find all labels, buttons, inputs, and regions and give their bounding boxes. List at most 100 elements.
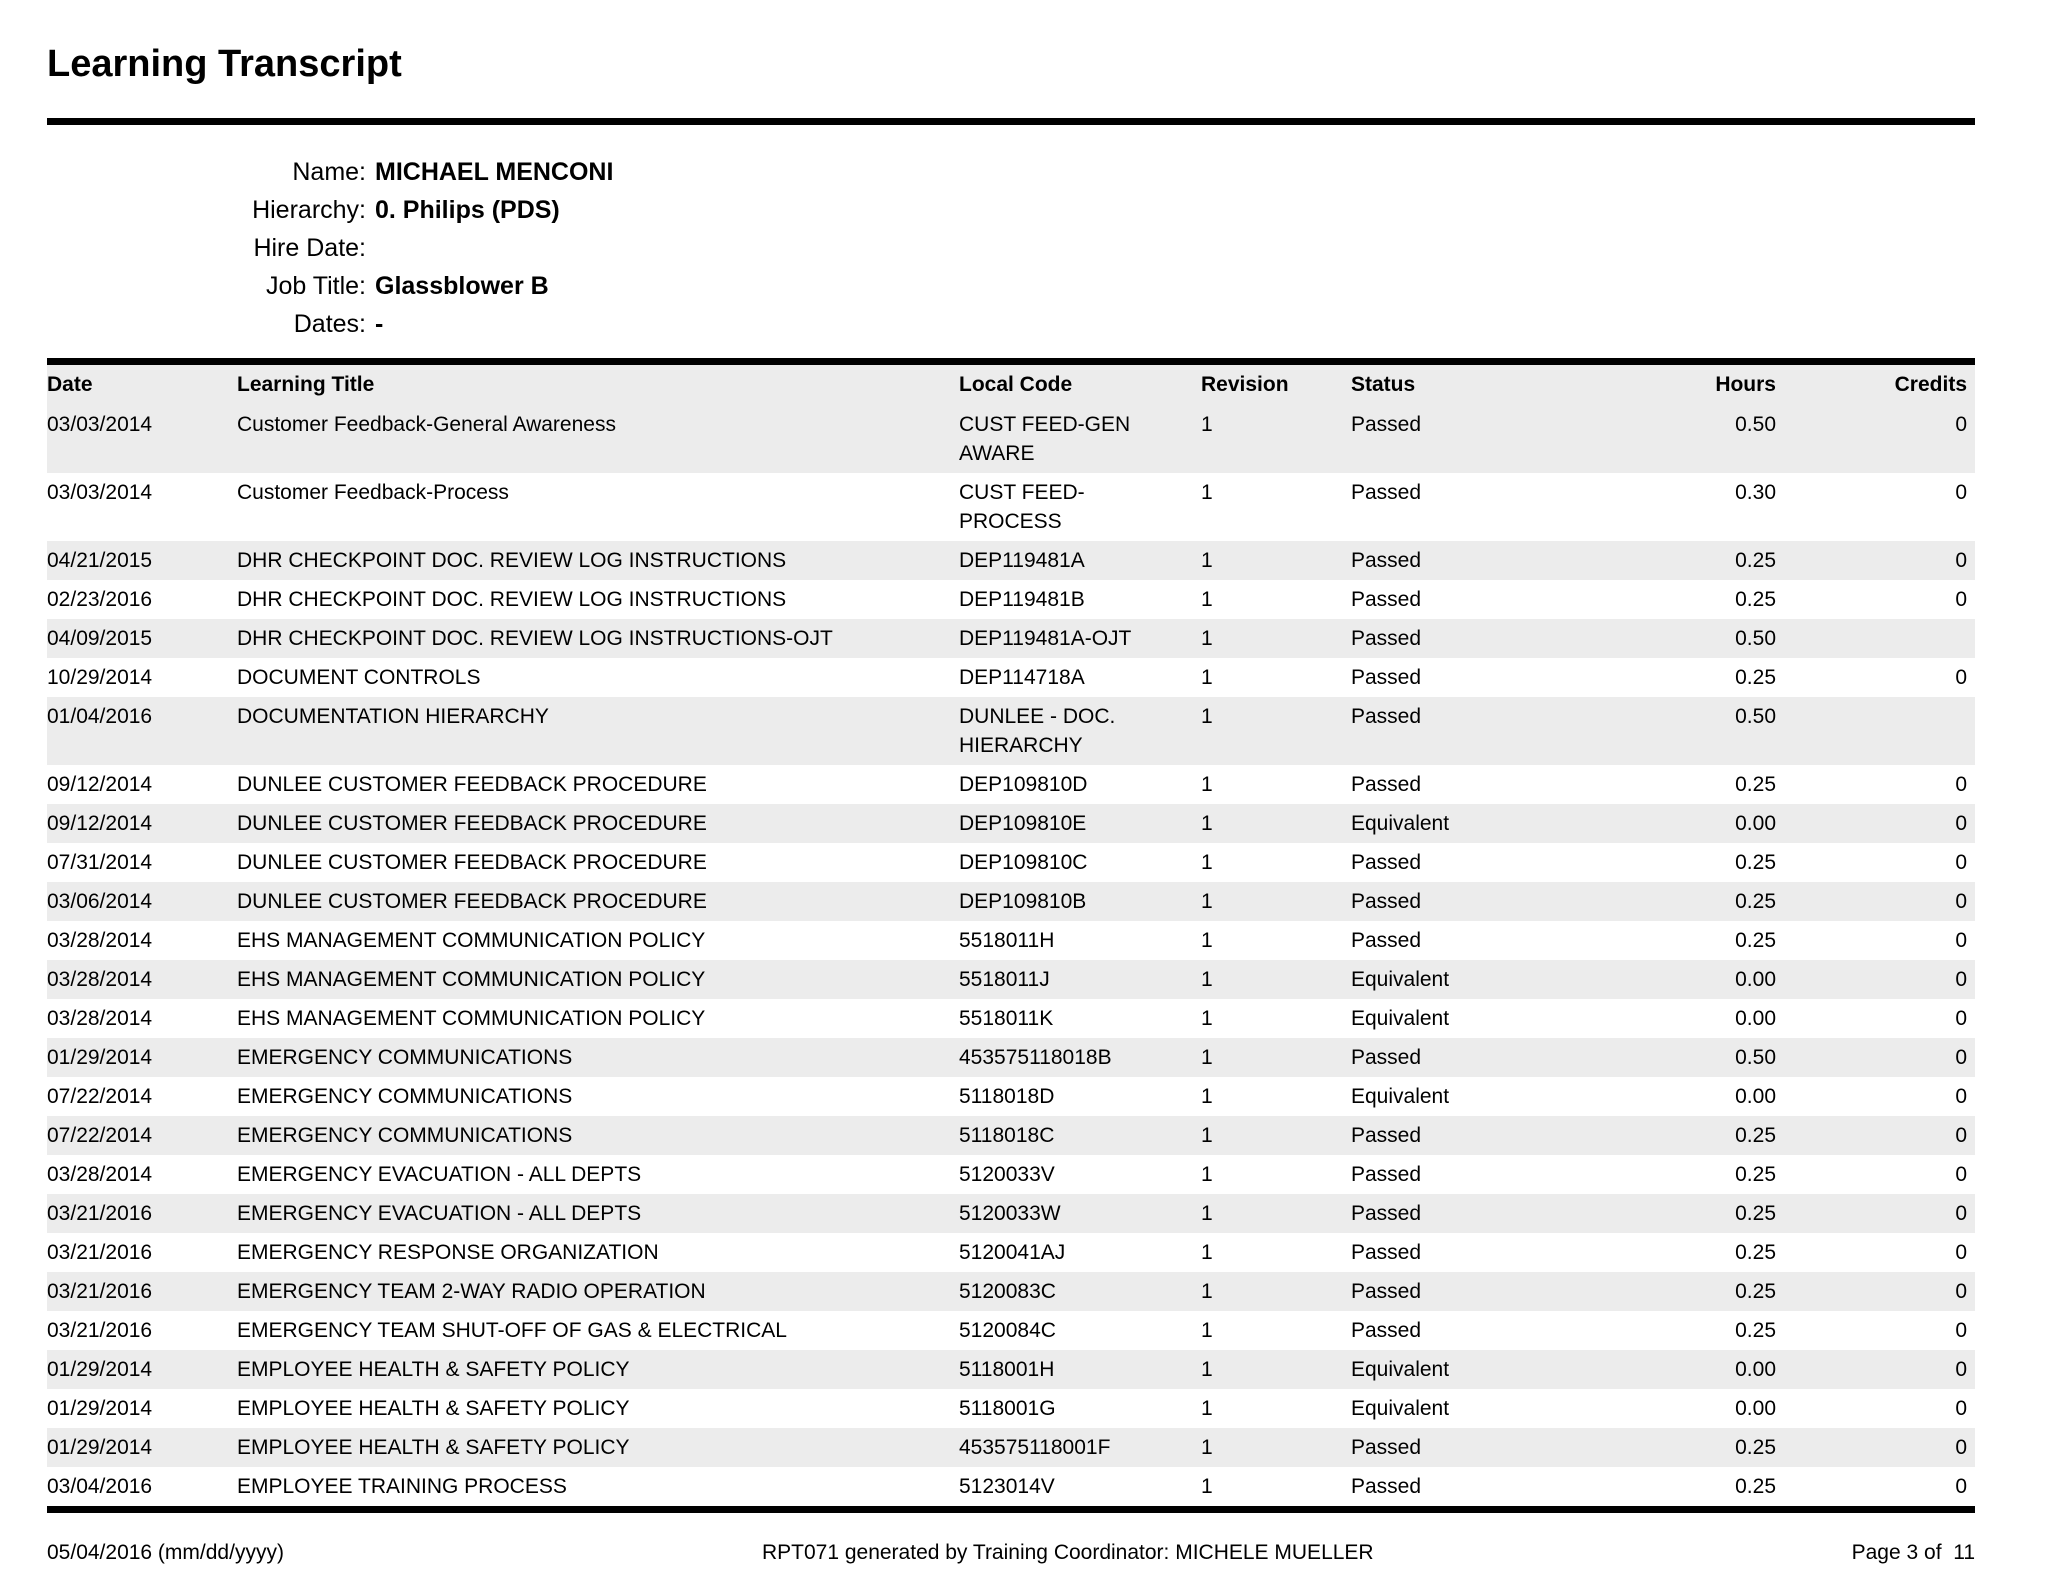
transcript-table-body: 03/03/2014 Customer Feedback-General Awar… — [47, 405, 1975, 1506]
cell-revision: 1 — [1201, 812, 1213, 835]
cell-title: EMERGENCY TEAM SHUT-OFF OF GAS & ELECTRI… — [237, 1319, 787, 1342]
cell-code: 5118018D — [959, 1085, 1055, 1108]
cell-code: DEP119481A-OJT — [959, 627, 1132, 650]
cell-code: 5118001G — [959, 1397, 1056, 1420]
page-footer: 05/04/2016 (mm/dd/yyyy) RPT071 generated… — [47, 1541, 1975, 1565]
cell-title: EMPLOYEE HEALTH & SAFETY POLICY — [237, 1397, 630, 1420]
cell-code: 453575118001F — [959, 1436, 1111, 1459]
cell-date: 03/03/2014 — [47, 481, 153, 504]
cell-hours: 0.25 — [1735, 851, 1776, 874]
cell-credits: 0 — [1955, 1085, 1967, 1108]
cell-revision: 1 — [1201, 968, 1213, 991]
cell-title: DUNLEE CUSTOMER FEEDBACK PROCEDURE — [237, 851, 707, 874]
table-row: 01/29/2014 EMPLOYEE HEALTH & SAFETY POLIC… — [47, 1389, 1975, 1428]
info-value: 0. Philips (PDS) — [375, 196, 560, 224]
cell-date: 09/12/2014 — [47, 812, 153, 835]
table-row: 03/21/2016 EMERGENCY RESPONSE ORGANIZATIO… — [47, 1233, 1975, 1272]
cell-code: 5518011K — [959, 1007, 1054, 1030]
cell-hours: 0.00 — [1735, 1085, 1776, 1108]
cell-revision: 1 — [1201, 851, 1213, 874]
cell-date: 02/23/2016 — [47, 588, 153, 611]
cell-credits: 0 — [1955, 812, 1967, 835]
cell-status: Passed — [1351, 627, 1422, 650]
table-row: 04/21/2015 DHR CHECKPOINT DOC. REVIEW LOG… — [47, 541, 1975, 580]
cell-code: DUNLEE - DOC. HIERARCHY — [959, 705, 1116, 757]
cell-code: DEP109810E — [959, 812, 1087, 835]
cell-title: DUNLEE CUSTOMER FEEDBACK PROCEDURE — [237, 812, 707, 835]
table-row: 10/29/2014 DOCUMENT CONTROLS DEP114718A 1 Pa… — [47, 658, 1975, 697]
cell-code: 5120033V — [959, 1163, 1055, 1186]
cell-status: Passed — [1351, 705, 1422, 728]
cell-status: Passed — [1351, 588, 1422, 611]
cell-hours: 0.50 — [1735, 627, 1776, 650]
cell-code: 5118001H — [959, 1358, 1055, 1381]
cell-revision: 1 — [1201, 1046, 1213, 1069]
cell-date: 10/29/2014 — [47, 666, 153, 689]
table-row: 03/28/2014 EHS MANAGEMENT COMMUNICATION P… — [47, 960, 1975, 999]
cell-status: Passed — [1351, 929, 1422, 952]
table-row: 01/29/2014 EMERGENCY COMMUNICATIONS 453575… — [47, 1038, 1975, 1077]
table-row: 03/03/2014 Customer Feedback-General Awar… — [47, 405, 1975, 473]
cell-credits: 0 — [1955, 1436, 1967, 1459]
cell-title: EMERGENCY RESPONSE ORGANIZATION — [237, 1241, 659, 1264]
cell-hours: 0.25 — [1735, 773, 1776, 796]
cell-revision: 1 — [1201, 890, 1213, 913]
table-row: 01/29/2014 EMPLOYEE HEALTH & SAFETY POLIC… — [47, 1350, 1975, 1389]
info-label: Job Title: — [265, 272, 366, 300]
cell-date: 04/21/2015 — [47, 549, 153, 572]
cell-date: 07/22/2014 — [47, 1085, 153, 1108]
info-value: - — [375, 310, 384, 338]
cell-date: 03/21/2016 — [47, 1280, 153, 1303]
table-row: 03/21/2016 EMERGENCY TEAM SHUT-OFF OF GAS… — [47, 1311, 1975, 1350]
cell-date: 03/21/2016 — [47, 1202, 153, 1225]
cell-revision: 1 — [1201, 666, 1213, 689]
cell-hours: 0.00 — [1735, 812, 1776, 835]
cell-code: 5518011J — [959, 968, 1050, 991]
cell-date: 03/21/2016 — [47, 1241, 153, 1264]
footer-date: 05/04/2016 (mm/dd/yyyy) — [47, 1541, 284, 1564]
cell-title: DHR CHECKPOINT DOC. REVIEW LOG INSTRUCTI… — [237, 588, 787, 611]
transcript-table: Date Learning Title Local Code Revision … — [47, 358, 1975, 1506]
cell-status: Passed — [1351, 1280, 1422, 1303]
cell-revision: 1 — [1201, 1436, 1213, 1459]
table-row: 07/22/2014 EMERGENCY COMMUNICATIONS 511801… — [47, 1077, 1975, 1116]
cell-hours: 0.50 — [1735, 705, 1776, 728]
table-header: Date Learning Title Local Code Revision … — [47, 361, 1975, 405]
table-row: 07/22/2014 EMERGENCY COMMUNICATIONS 511801… — [47, 1116, 1975, 1155]
cell-status: Passed — [1351, 1319, 1422, 1342]
cell-status: Equivalent — [1351, 812, 1450, 835]
cell-hours: 0.25 — [1735, 929, 1776, 952]
cell-revision: 1 — [1201, 705, 1213, 728]
cell-date: 01/04/2016 — [47, 705, 153, 728]
cell-date: 03/03/2014 — [47, 413, 153, 436]
cell-revision: 1 — [1201, 1475, 1213, 1498]
cell-code: DEP109810B — [959, 890, 1087, 913]
cell-credits: 0 — [1955, 1046, 1967, 1069]
cell-code: CUST FEED-GEN AWARE — [959, 413, 1131, 465]
cell-title: Customer Feedback-General Awareness — [237, 413, 616, 436]
cell-title: EMERGENCY TEAM 2-WAY RADIO OPERATION — [237, 1280, 706, 1303]
cell-date: 03/28/2014 — [47, 968, 153, 991]
cell-credits: 0 — [1955, 1202, 1967, 1225]
cell-credits: 0 — [1955, 1397, 1967, 1420]
info-row-job-title: Job Title: Glassblower B — [47, 267, 1975, 305]
cell-credits: 0 — [1955, 929, 1967, 952]
table-bottom-rule — [47, 1506, 1975, 1513]
cell-date: 04/09/2015 — [47, 627, 153, 650]
cell-credits: 0 — [1955, 968, 1967, 991]
table-row: 09/12/2014 DUNLEE CUSTOMER FEEDBACK PROCE… — [47, 765, 1975, 804]
info-value: Glassblower B — [375, 272, 549, 300]
cell-date: 03/28/2014 — [47, 1007, 153, 1030]
column-header-code: Local Code — [959, 373, 1073, 396]
cell-revision: 1 — [1201, 1280, 1213, 1303]
cell-credits: 0 — [1955, 413, 1967, 436]
table-row: 03/28/2014 EHS MANAGEMENT COMMUNICATION P… — [47, 921, 1975, 960]
cell-code: 5120083C — [959, 1280, 1056, 1303]
cell-revision: 1 — [1201, 1319, 1213, 1342]
table-row: 04/09/2015 DHR CHECKPOINT DOC. REVIEW LOG… — [47, 619, 1975, 658]
cell-credits: 0 — [1955, 1358, 1967, 1381]
cell-code: 453575118018B — [959, 1046, 1112, 1069]
table-row: 01/29/2014 EMPLOYEE HEALTH & SAFETY POLIC… — [47, 1428, 1975, 1467]
cell-title: DHR CHECKPOINT DOC. REVIEW LOG INSTRUCTI… — [237, 627, 833, 650]
